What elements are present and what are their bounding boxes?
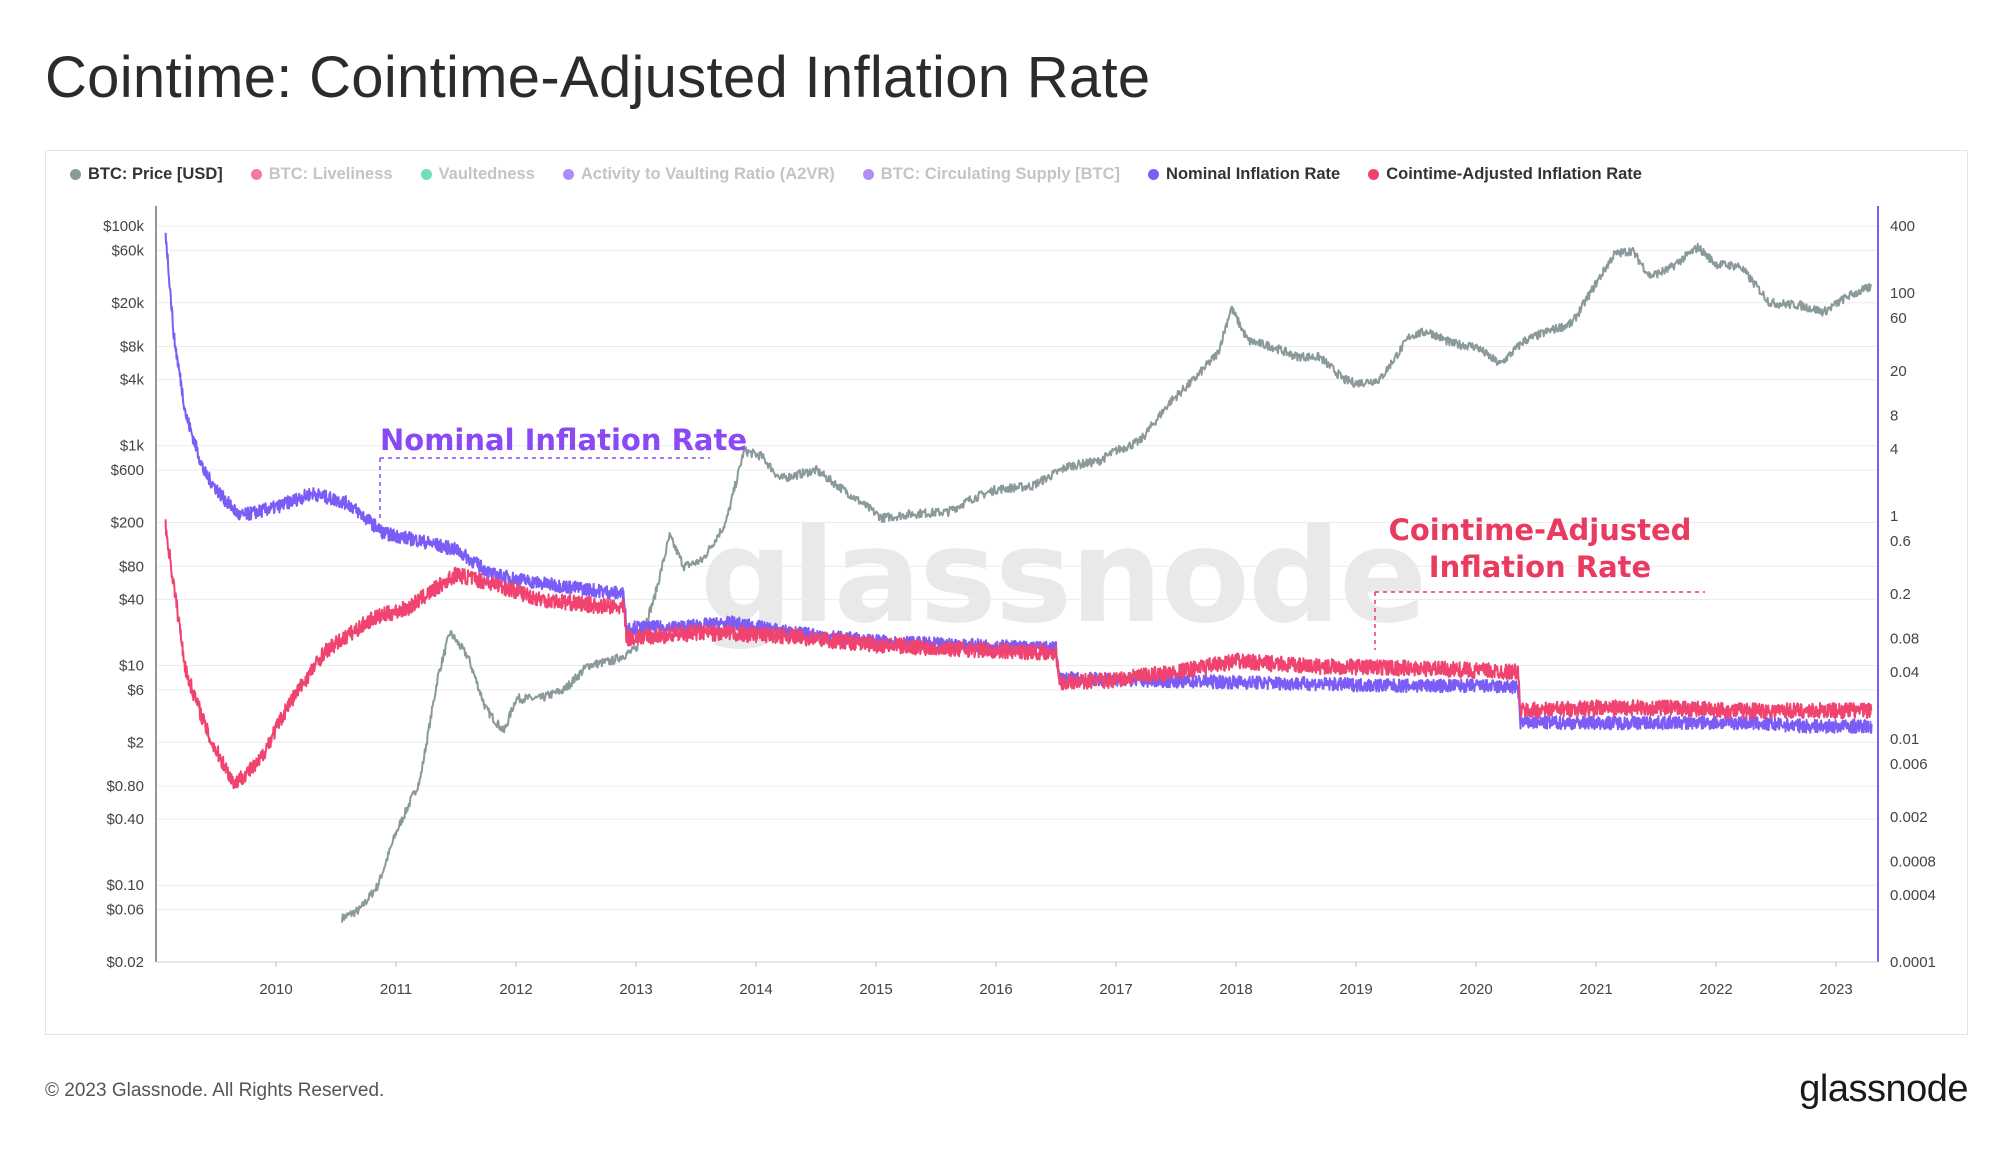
y-right-tick-label: 0.6	[1890, 533, 1911, 550]
copyright-footer: © 2023 Glassnode. All Rights Reserved.	[45, 1080, 385, 1101]
y-right-tick-label: 4	[1890, 441, 1898, 458]
page-title: Cointime: Cointime-Adjusted Inflation Ra…	[45, 45, 1151, 110]
legend-label: Cointime-Adjusted Inflation Rate	[1386, 165, 1642, 183]
x-tick-label: 2011	[380, 981, 412, 998]
legend-item[interactable]: Vaultedness	[420, 165, 535, 184]
y-left-tick-label: $100k	[103, 218, 144, 235]
y-left-tick-label: $0.02	[106, 954, 144, 971]
y-left-tick-label: $8k	[120, 339, 145, 356]
legend-item[interactable]: BTC: Liveliness	[250, 165, 393, 184]
x-tick-label: 2015	[859, 981, 892, 998]
y-left-tick-label: $0.40	[106, 811, 144, 828]
y-right-tick-label: 0.0008	[1890, 853, 1936, 870]
legend-item[interactable]: Nominal Inflation Rate	[1148, 165, 1340, 184]
annotation-cointime-label-1: Cointime-Adjusted	[1389, 513, 1692, 547]
y-right-tick-label: 0.0004	[1890, 887, 1936, 904]
y-left-tick-label: $10	[119, 657, 144, 674]
x-tick-label: 2018	[1219, 981, 1252, 998]
legend-label: BTC: Price [USD]	[88, 165, 223, 183]
y-left-tick-label: $0.06	[106, 902, 144, 919]
y-left-tick-label: $6	[127, 682, 144, 699]
y-right-tick-label: 0.006	[1890, 756, 1928, 773]
series-line-0	[341, 242, 1873, 923]
x-tick-label: 2022	[1699, 981, 1732, 998]
x-tick-label: 2023	[1819, 981, 1852, 998]
y-left-tick-label: $0.10	[106, 877, 144, 894]
legend: BTC: Price [USD] BTC: Liveliness Vaultedne…	[70, 165, 1642, 184]
y-right-tick-label: 100	[1890, 285, 1915, 302]
legend-label: Vaultedness	[438, 165, 535, 183]
x-tick-label: 2019	[1339, 981, 1372, 998]
y-left-tick-label: $600	[111, 462, 144, 479]
legend-item[interactable]: BTC: Price [USD]	[70, 165, 223, 184]
x-tick-label: 2010	[259, 981, 292, 998]
y-left-tick-label: $40	[119, 591, 144, 608]
legend-label: Nominal Inflation Rate	[1166, 165, 1341, 183]
y-right-tick-label: 0.08	[1890, 630, 1919, 647]
y-right-tick-label: 1	[1890, 508, 1898, 525]
annotation-cointime-label-2: Inflation Rate	[1429, 550, 1651, 584]
y-right-tick-label: 60	[1890, 310, 1907, 327]
annotation-cointime-leader	[1374, 591, 1705, 650]
x-tick-label: 2013	[619, 981, 652, 998]
legend-label: BTC: Circulating Supply [BTC]	[880, 165, 1121, 183]
y-left-tick-label: $60k	[111, 242, 144, 259]
y-right-tick-label: 0.0001	[1890, 954, 1936, 971]
y-right-tick-label: 8	[1890, 407, 1898, 424]
y-left-tick-label: $80	[119, 558, 144, 575]
y-right-tick-label: 0.01	[1890, 731, 1919, 748]
y-right-tick-label: 0.002	[1890, 809, 1928, 826]
y-left-tick-label: $20k	[111, 295, 144, 312]
y-left-tick-label: $4k	[120, 372, 145, 389]
legend-dot-icon	[562, 169, 574, 180]
legend-dot-icon	[862, 169, 874, 180]
series-line-2	[164, 519, 1873, 790]
x-tick-label: 2012	[499, 981, 532, 998]
annotation-nominal-leader	[379, 457, 710, 520]
y-left-tick-label: $200	[111, 515, 144, 532]
legend-item[interactable]: Cointime-Adjusted Inflation Rate	[1368, 165, 1642, 184]
legend-dot-icon	[1368, 169, 1380, 180]
x-tick-label: 2014	[739, 981, 772, 998]
legend-dot-icon	[250, 169, 262, 180]
y-right-tick-label: 20	[1890, 363, 1907, 380]
legend-dot-icon	[1148, 169, 1160, 180]
legend-item[interactable]: BTC: Circulating Supply [BTC]	[862, 165, 1121, 184]
legend-label: BTC: Liveliness	[268, 165, 393, 183]
x-tick-label: 2021	[1579, 981, 1612, 998]
y-left-tick-label: $1k	[120, 438, 145, 455]
y-right-tick-label: 400	[1890, 218, 1915, 235]
x-tick-label: 2016	[979, 981, 1012, 998]
y-right-tick-label: 0.04	[1890, 664, 1919, 681]
legend-label: Activity to Vaulting Ratio (A2VR)	[580, 165, 835, 183]
x-tick-label: 2020	[1459, 981, 1492, 998]
brand-logo: glassnode	[1799, 1068, 1968, 1110]
legend-dot-icon	[420, 169, 432, 180]
x-tick-label: 2017	[1099, 981, 1132, 998]
legend-dot-icon	[70, 169, 81, 180]
y-left-tick-label: $0.80	[106, 778, 144, 795]
y-right-tick-label: 0.2	[1890, 586, 1911, 603]
annotation-nominal-label: Nominal Inflation Rate	[380, 423, 747, 457]
legend-item[interactable]: Activity to Vaulting Ratio (A2VR)	[562, 165, 835, 184]
watermark: glassnode	[700, 500, 1427, 652]
y-left-tick-label: $2	[127, 734, 144, 751]
